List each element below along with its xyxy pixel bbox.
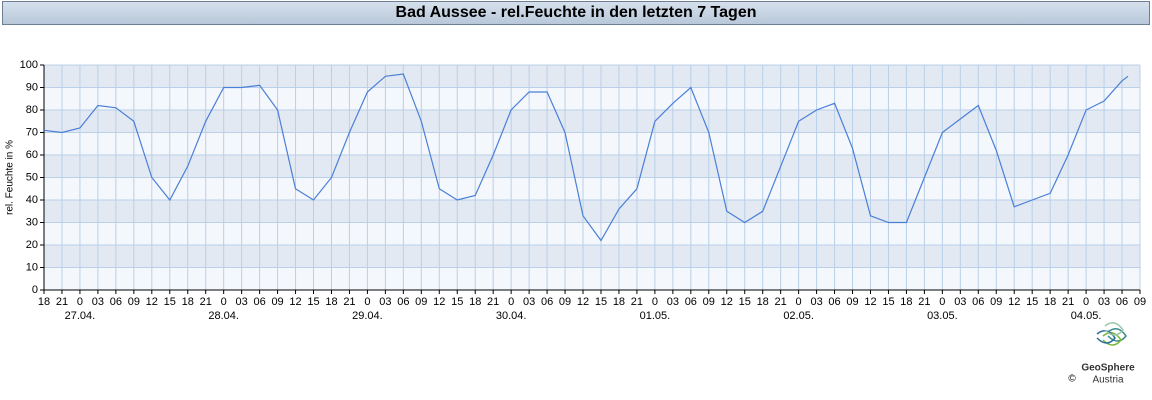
x-tick-label: 15 [164, 296, 176, 308]
x-tick-label: 03 [92, 296, 104, 308]
x-tick-label: 12 [721, 296, 733, 308]
y-tick-label: 100 [20, 59, 38, 71]
y-tick-label: 90 [26, 81, 38, 93]
logo-subtext: Austria [1092, 375, 1124, 386]
x-tick-label: 0 [652, 296, 658, 308]
y-tick-label: 60 [26, 149, 38, 161]
copyright: © [1068, 374, 1076, 385]
x-tick-label: 18 [757, 296, 769, 308]
x-tick-label: 06 [972, 296, 984, 308]
y-tick-label: 80 [26, 104, 38, 116]
x-tick-label: 0 [508, 296, 514, 308]
grid-band [44, 110, 1140, 133]
x-tick-label: 06 [828, 296, 840, 308]
x-tick-label: 06 [110, 296, 122, 308]
x-tick-label: 0 [77, 296, 83, 308]
x-tick-label: 21 [56, 296, 68, 308]
x-tick-label: 18 [182, 296, 194, 308]
x-tick-label: 03 [667, 296, 679, 308]
x-tick-label: 09 [846, 296, 858, 308]
x-tick-label: 21 [487, 296, 499, 308]
day-label: 27.04. [65, 310, 96, 322]
x-tick-label: 09 [271, 296, 283, 308]
logo-swirl [1104, 322, 1124, 336]
x-tick-label: 15 [595, 296, 607, 308]
x-tick-label: 09 [1134, 296, 1146, 308]
y-axis-label: rel. Feuchte in % [5, 140, 16, 215]
x-tick-label: 03 [379, 296, 391, 308]
day-label: 01.05. [640, 310, 671, 322]
x-tick-label: 12 [146, 296, 158, 308]
day-label: 02.05. [783, 310, 814, 322]
day-label: 28.04. [208, 310, 239, 322]
x-tick-label: 12 [864, 296, 876, 308]
x-tick-label: 15 [1026, 296, 1038, 308]
x-tick-label: 21 [918, 296, 930, 308]
x-tick-label: 21 [343, 296, 355, 308]
x-tick-label: 06 [253, 296, 265, 308]
y-tick-label: 40 [26, 194, 38, 206]
x-tick-label: 09 [559, 296, 571, 308]
y-tick-label: 70 [26, 126, 38, 138]
grid-band [44, 200, 1140, 223]
x-tick-label: 03 [523, 296, 535, 308]
y-tick-label: 20 [26, 239, 38, 251]
x-tick-label: 0 [796, 296, 802, 308]
grid-band [44, 245, 1140, 268]
x-tick-label: 15 [882, 296, 894, 308]
x-tick-label: 21 [200, 296, 212, 308]
x-tick-label: 06 [1116, 296, 1128, 308]
x-tick-label: 21 [775, 296, 787, 308]
day-label: 30.04. [496, 310, 527, 322]
x-tick-label: 18 [469, 296, 481, 308]
x-tick-label: 18 [900, 296, 912, 308]
logo-text: GeoSphere [1081, 363, 1135, 374]
x-tick-label: 03 [810, 296, 822, 308]
x-tick-label: 0 [364, 296, 370, 308]
day-label: 03.05. [927, 310, 958, 322]
x-tick-label: 06 [397, 296, 409, 308]
x-tick-label: 06 [541, 296, 553, 308]
data-line [43, 73, 1129, 242]
x-tick-label: 09 [990, 296, 1002, 308]
x-tick-label: 0 [1083, 296, 1089, 308]
x-tick-label: 18 [1044, 296, 1056, 308]
x-tick-label: 18 [325, 296, 337, 308]
y-tick-label: 10 [26, 261, 38, 273]
x-tick-label: 15 [451, 296, 463, 308]
x-tick-label: 12 [577, 296, 589, 308]
x-tick-label: 09 [128, 296, 140, 308]
x-tick-label: 21 [1062, 296, 1074, 308]
x-tick-label: 21 [631, 296, 643, 308]
x-tick-label: 06 [685, 296, 697, 308]
x-tick-label: 12 [289, 296, 301, 308]
grid-band [44, 65, 1140, 88]
x-tick-label: 18 [38, 296, 50, 308]
day-label: 29.04. [352, 310, 383, 322]
x-tick-label: 0 [939, 296, 945, 308]
y-tick-label: 30 [26, 216, 38, 228]
y-tick-label: 50 [26, 171, 38, 183]
x-tick-label: 09 [703, 296, 715, 308]
x-tick-label: 03 [1098, 296, 1110, 308]
chart-title: Bad Aussee - rel.Feuchte in den letzten … [2, 1, 1150, 25]
logo-swirl [1096, 330, 1116, 344]
x-tick-label: 15 [739, 296, 751, 308]
x-tick-label: 12 [1008, 296, 1020, 308]
x-tick-label: 18 [613, 296, 625, 308]
x-tick-label: 0 [221, 296, 227, 308]
y-tick-label: 0 [32, 284, 38, 296]
x-tick-label: 09 [415, 296, 427, 308]
x-tick-label: 12 [433, 296, 445, 308]
x-tick-label: 03 [236, 296, 248, 308]
logo [1096, 322, 1127, 346]
x-tick-label: 15 [307, 296, 319, 308]
grid-band [44, 155, 1140, 178]
x-tick-label: 03 [954, 296, 966, 308]
day-label: 04.05. [1071, 310, 1102, 322]
